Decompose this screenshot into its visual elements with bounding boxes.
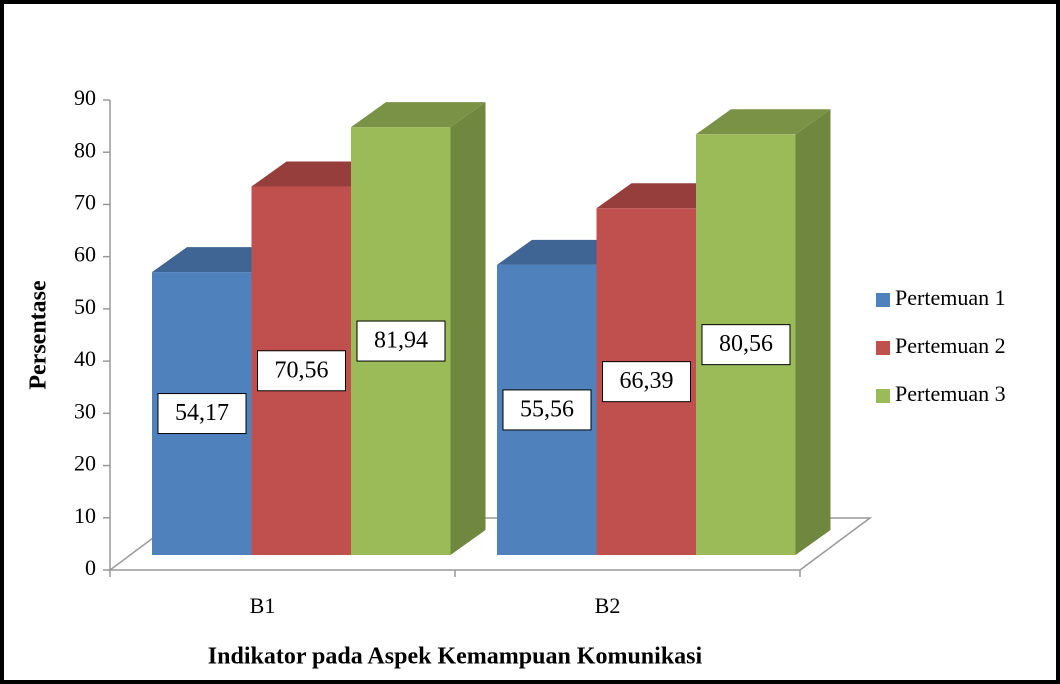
x-tick-label: B2 <box>595 593 621 618</box>
bar-top <box>351 102 486 128</box>
legend-swatch <box>876 341 890 355</box>
value-label-box <box>257 350 346 392</box>
value-label: 66,39 <box>620 368 674 394</box>
legend-swatch <box>876 389 890 403</box>
value-label-box <box>356 320 446 362</box>
x-tick-label: B1 <box>250 593 276 618</box>
bar-side <box>795 109 831 555</box>
y-tick-label: 80 <box>74 137 96 162</box>
value-label-box <box>701 324 791 366</box>
bar-top <box>696 109 831 135</box>
y-tick-label: 50 <box>74 294 96 319</box>
y-tick-label: 40 <box>74 346 96 371</box>
value-label-box <box>157 393 247 435</box>
legend-label: Pertemuan 2 <box>895 333 1006 358</box>
x-axis-title: Indikator pada Aspek Kemampuan Komunikas… <box>208 644 703 670</box>
y-tick-label: 70 <box>74 189 96 214</box>
value-label: 70,56 <box>275 357 329 383</box>
y-tick-label: 60 <box>74 242 96 267</box>
value-label-box <box>602 361 691 403</box>
legend-swatch <box>876 293 890 307</box>
value-label: 80,56 <box>719 331 773 357</box>
value-label: 81,94 <box>374 328 428 354</box>
legend-label: Pertemuan 1 <box>895 285 1006 310</box>
y-axis-title: Persentase <box>26 280 52 390</box>
value-label: 54,17 <box>175 400 229 426</box>
value-label: 55,56 <box>520 396 574 422</box>
bar-side <box>450 102 486 555</box>
y-tick-label: 10 <box>74 503 96 528</box>
y-tick-label: 20 <box>74 451 96 476</box>
y-tick-label: 30 <box>74 398 96 423</box>
y-tick-label: 0 <box>85 555 96 580</box>
legend-label: Pertemuan 3 <box>895 381 1006 406</box>
value-label-box <box>502 389 592 431</box>
y-tick-label: 90 <box>74 85 96 110</box>
